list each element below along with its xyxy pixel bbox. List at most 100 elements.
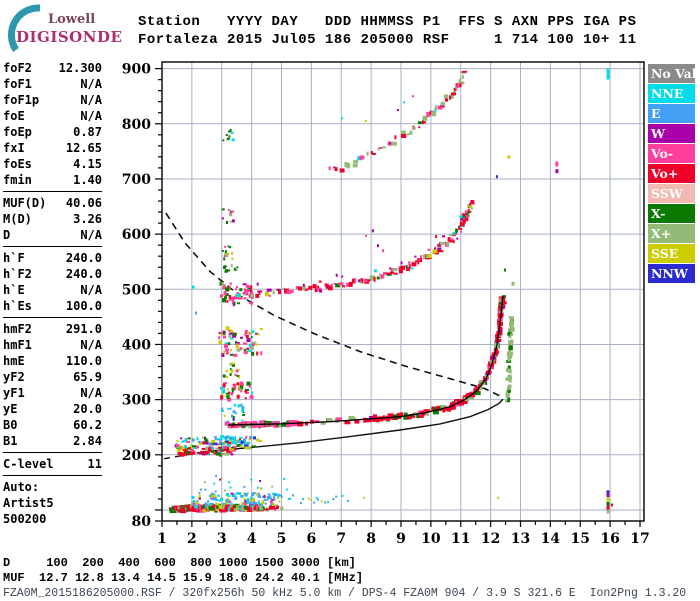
param-row-foF2: foF2 12.300 bbox=[3, 60, 102, 76]
plot-border bbox=[161, 61, 645, 522]
param-value: N/A bbox=[80, 228, 102, 242]
param-row-hmF2: hmF2 291.0 bbox=[3, 321, 102, 337]
legend-item-XPlus: X+ bbox=[648, 224, 695, 243]
param-value: 12.300 bbox=[58, 61, 102, 75]
param-value: N/A bbox=[80, 283, 102, 297]
param-value: 11 bbox=[87, 457, 102, 471]
param-label: h`F2 bbox=[3, 267, 32, 281]
header-values-line: Fortaleza 2015 Jul05 186 205000 RSF 1 71… bbox=[138, 32, 637, 48]
lowell-digisonde-logo: Lowell DIGISONDE bbox=[6, 4, 126, 54]
x-axis-label-8: 8 bbox=[366, 531, 376, 547]
param-value: 240.0 bbox=[65, 267, 102, 281]
x-axis-label-10: 10 bbox=[421, 531, 441, 547]
legend-item-E: E bbox=[648, 104, 695, 123]
param-label: h`E bbox=[3, 283, 25, 297]
param-label: Artist5 bbox=[3, 496, 54, 510]
param-label: MUF(D) bbox=[3, 196, 47, 210]
param-row-yE: yE 20.0 bbox=[3, 401, 102, 417]
y-axis-label-80: 80 bbox=[132, 514, 152, 530]
logo-digisonde-text: DIGISONDE bbox=[16, 28, 123, 46]
x-axis-label-14: 14 bbox=[541, 531, 561, 547]
param-value: 100.0 bbox=[65, 299, 102, 313]
y-axis-label-800: 800 bbox=[122, 117, 151, 133]
param-row-Auto: Auto: bbox=[3, 479, 102, 495]
param-value: N/A bbox=[80, 93, 102, 107]
param-value: N/A bbox=[80, 386, 102, 400]
muf-values-row: MUF 12.7 12.8 13.4 14.5 15.9 18.0 24.2 4… bbox=[3, 571, 364, 585]
param-row-yF1: yF1 N/A bbox=[3, 385, 102, 401]
param-row-B1: B1 2.84 bbox=[3, 433, 102, 449]
y-axis-label-900: 900 bbox=[122, 62, 151, 78]
legend-item-VoPlus: Vo+ bbox=[648, 164, 695, 183]
x-axis-label-7: 7 bbox=[336, 531, 346, 547]
y-axis-label-300: 300 bbox=[122, 393, 151, 409]
param-value: 20.0 bbox=[73, 402, 102, 416]
x-axis-label-13: 13 bbox=[511, 531, 530, 547]
param-value: 12.65 bbox=[65, 141, 102, 155]
param-value: N/A bbox=[80, 77, 102, 91]
x-axis-label-4: 4 bbox=[247, 531, 257, 547]
param-row-B0: B0 60.2 bbox=[3, 417, 102, 433]
param-row-foEs: foEs 4.15 bbox=[3, 156, 102, 172]
param-row-MUFD: MUF(D) 40.06 bbox=[3, 195, 102, 211]
doppler-direction-legend: No Val NNE E W Vo- Vo+ SSW X- X+ SSE NNW bbox=[648, 64, 696, 284]
param-value: 110.0 bbox=[65, 354, 102, 368]
param-row-hEs: h`Es 100.0 bbox=[3, 298, 102, 314]
y-axis-label-500: 500 bbox=[122, 282, 151, 298]
param-label: fmin bbox=[3, 173, 32, 187]
x-axis-label-9: 9 bbox=[396, 531, 406, 547]
param-row-hF2: h`F2 240.0 bbox=[3, 266, 102, 282]
x-axis-label-11: 11 bbox=[451, 531, 470, 547]
panel-separator bbox=[3, 452, 102, 453]
legend-item-NNE: NNE bbox=[648, 84, 695, 103]
param-row-500200: 500200 bbox=[3, 511, 102, 527]
param-label: foF1 bbox=[3, 77, 32, 91]
param-row-fmin: fmin 1.40 bbox=[3, 172, 102, 188]
y-axis-label-700: 700 bbox=[122, 172, 151, 188]
param-label: yF2 bbox=[3, 370, 25, 384]
param-label: foEs bbox=[3, 157, 32, 171]
y-axis-label-200: 200 bbox=[122, 448, 151, 464]
param-label: hmF1 bbox=[3, 338, 32, 352]
measurement-info-line: FZA0M_2015186205000.RSF / 320fx256h 50 k… bbox=[3, 587, 687, 600]
true-height-profile-curve bbox=[202, 398, 504, 453]
param-row-foE: foE N/A bbox=[3, 108, 102, 124]
legend-item-NNW: NNW bbox=[648, 264, 695, 283]
x-axis-label-3: 3 bbox=[217, 531, 227, 547]
param-row-fxI: fxI 12.65 bbox=[3, 140, 102, 156]
y-axis-label-600: 600 bbox=[122, 227, 151, 243]
logo-lowell-text: Lowell bbox=[48, 12, 96, 27]
param-value: 291.0 bbox=[65, 322, 102, 336]
footer-block: D 100 200 400 600 800 1000 1500 3000 [km… bbox=[3, 556, 686, 601]
param-label: M(D) bbox=[3, 212, 32, 226]
x-axis-label-17: 17 bbox=[630, 531, 649, 547]
station-header: Station YYYY DAY DDD HHMMSS P1 FFS S AXN… bbox=[138, 13, 636, 49]
param-label: fxI bbox=[3, 141, 25, 155]
legend-item-VoMinus: Vo- bbox=[648, 144, 695, 163]
param-label: foE bbox=[3, 109, 25, 123]
legend-item-SSE: SSE bbox=[648, 244, 695, 263]
panel-separator bbox=[3, 475, 102, 476]
x-axis-label-1: 1 bbox=[157, 531, 167, 547]
muf-transmission-curve bbox=[165, 212, 504, 399]
y-axis-label-400: 400 bbox=[122, 337, 151, 353]
param-value: 65.9 bbox=[73, 370, 102, 384]
param-label: h`Es bbox=[3, 299, 32, 313]
param-label: hmF2 bbox=[3, 322, 32, 336]
x-axis-label-12: 12 bbox=[481, 531, 500, 547]
x-axis-label-2: 2 bbox=[187, 531, 197, 547]
param-row-yF2: yF2 65.9 bbox=[3, 369, 102, 385]
param-value: 2.84 bbox=[73, 434, 102, 448]
panel-separator bbox=[3, 317, 102, 318]
legend-item-W: W bbox=[648, 124, 695, 143]
param-value: 60.2 bbox=[73, 418, 102, 432]
param-value: 3.26 bbox=[73, 212, 102, 226]
x-axis-label-16: 16 bbox=[600, 531, 619, 547]
param-value: 4.15 bbox=[73, 157, 102, 171]
param-label: foF2 bbox=[3, 61, 32, 75]
x-axis-label-15: 15 bbox=[571, 531, 590, 547]
param-label: Auto: bbox=[3, 480, 40, 494]
param-row-MD: M(D) 3.26 bbox=[3, 211, 102, 227]
